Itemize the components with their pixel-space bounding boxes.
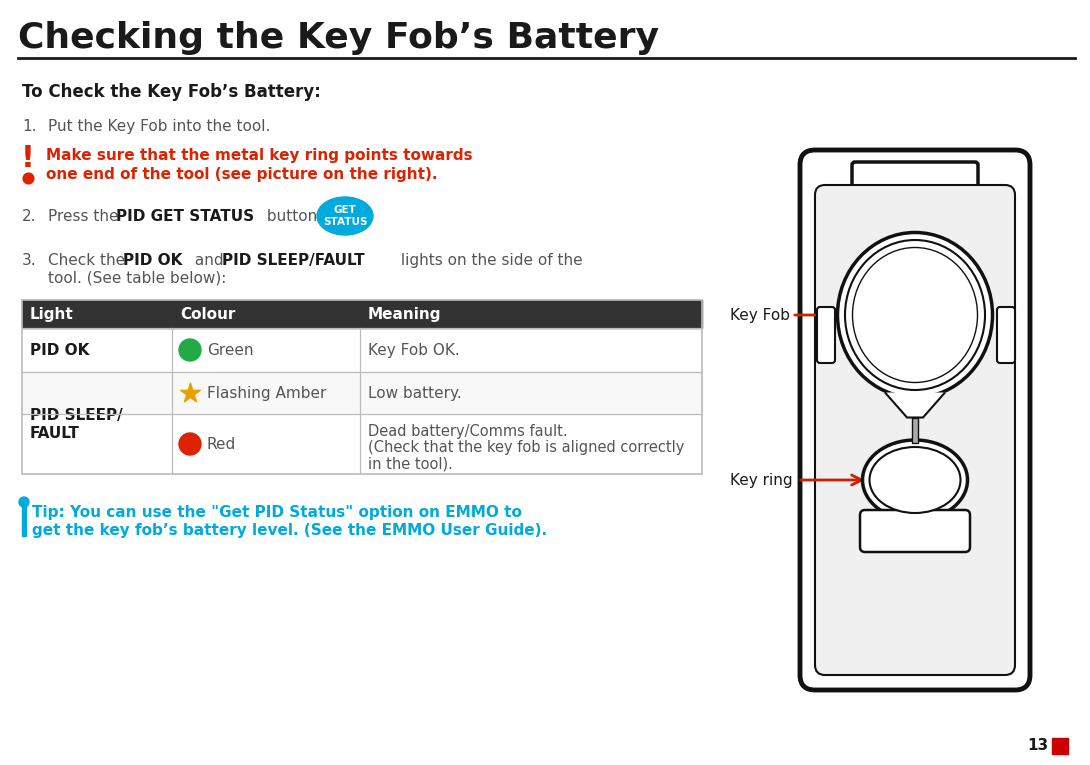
Bar xyxy=(22,328,702,372)
Text: PID OK: PID OK xyxy=(123,252,182,268)
Text: To Check the Key Fob’s Battery:: To Check the Key Fob’s Battery: xyxy=(22,83,320,101)
Text: button.: button. xyxy=(262,209,323,223)
Bar xyxy=(22,502,26,536)
Text: (Check that the key fob is aligned correctly: (Check that the key fob is aligned corre… xyxy=(368,440,685,455)
Text: PID SLEEP/: PID SLEEP/ xyxy=(31,408,123,422)
Text: GET: GET xyxy=(334,205,356,215)
Text: 2.: 2. xyxy=(22,209,36,223)
Text: !: ! xyxy=(21,144,35,172)
Ellipse shape xyxy=(870,447,960,513)
Text: Put the Key Fob into the tool.: Put the Key Fob into the tool. xyxy=(48,119,270,134)
Text: lights on the side of the: lights on the side of the xyxy=(396,252,583,268)
FancyBboxPatch shape xyxy=(997,307,1015,363)
Ellipse shape xyxy=(317,197,373,235)
Point xyxy=(20,172,37,184)
Text: Key Fob OK.: Key Fob OK. xyxy=(368,343,460,357)
Text: Make sure that the metal key ring points towards: Make sure that the metal key ring points… xyxy=(46,148,473,162)
Text: Flashing Amber: Flashing Amber xyxy=(207,386,326,401)
Ellipse shape xyxy=(837,233,993,398)
Text: Press the: Press the xyxy=(48,209,123,223)
Text: tool. (See table below):: tool. (See table below): xyxy=(48,271,227,285)
Text: PID GET STATUS: PID GET STATUS xyxy=(116,209,254,223)
Circle shape xyxy=(179,433,201,455)
Text: Low battery.: Low battery. xyxy=(368,386,462,401)
Text: get the key fob’s battery level. (See the EMMO User Guide).: get the key fob’s battery level. (See th… xyxy=(32,522,547,538)
Bar xyxy=(912,418,918,442)
Text: Key ring: Key ring xyxy=(730,473,792,487)
Text: 1.: 1. xyxy=(22,119,36,134)
Polygon shape xyxy=(885,392,945,418)
Text: Red: Red xyxy=(207,437,237,451)
Point xyxy=(181,387,198,399)
Ellipse shape xyxy=(845,240,985,390)
Bar xyxy=(1052,738,1068,754)
Text: one end of the tool (see picture on the right).: one end of the tool (see picture on the … xyxy=(46,167,437,181)
FancyBboxPatch shape xyxy=(818,307,835,363)
Text: STATUS: STATUS xyxy=(323,217,367,227)
Text: Tip: You can use the "Get PID Status" option on EMMO to: Tip: You can use the "Get PID Status" op… xyxy=(32,504,522,519)
Text: PID SLEEP/FAULT: PID SLEEP/FAULT xyxy=(222,252,365,268)
Bar xyxy=(22,300,702,328)
Bar xyxy=(22,414,702,474)
Text: in the tool).: in the tool). xyxy=(368,456,452,471)
FancyBboxPatch shape xyxy=(815,185,1015,675)
Ellipse shape xyxy=(852,248,978,382)
Text: 13: 13 xyxy=(1027,738,1047,754)
FancyBboxPatch shape xyxy=(860,510,970,552)
Text: Light: Light xyxy=(31,307,74,321)
Text: Check the: Check the xyxy=(48,252,130,268)
Bar xyxy=(22,300,702,474)
Text: Meaning: Meaning xyxy=(368,307,441,321)
FancyBboxPatch shape xyxy=(852,162,978,213)
Ellipse shape xyxy=(862,440,968,520)
FancyBboxPatch shape xyxy=(800,150,1030,690)
Text: and: and xyxy=(190,252,229,268)
Text: Colour: Colour xyxy=(180,307,235,321)
Text: PID OK: PID OK xyxy=(31,343,89,357)
Bar xyxy=(22,372,702,414)
Text: Checking the Key Fob’s Battery: Checking the Key Fob’s Battery xyxy=(19,21,659,55)
Circle shape xyxy=(179,339,201,361)
Circle shape xyxy=(19,497,29,507)
Text: Key Fob: Key Fob xyxy=(730,308,790,323)
Text: Dead battery/Comms fault.: Dead battery/Comms fault. xyxy=(368,424,568,439)
Text: Green: Green xyxy=(207,343,254,357)
Text: FAULT: FAULT xyxy=(31,425,80,441)
Text: 3.: 3. xyxy=(22,252,37,268)
